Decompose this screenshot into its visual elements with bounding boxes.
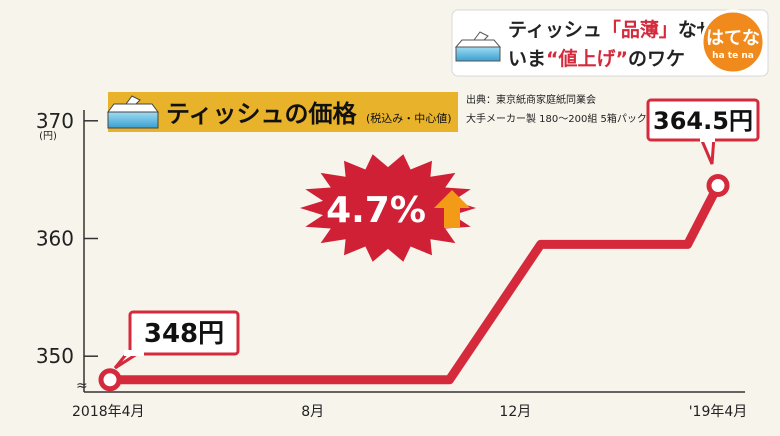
hatena-logo-sub: ha te na [712,51,754,61]
x-tick-label: 8月 [301,404,324,420]
end-price-label: 364.5円 [653,107,753,135]
x-tick-label: '19年4月 [689,404,748,420]
y-axis-unit: (円) [39,131,57,142]
chart-title-box: ティッシュの価格 (税込み・中心値) [107,92,458,132]
chart-subtitle: (税込み・中心値) [366,111,452,125]
tissue-box-icon [107,95,159,129]
end-price-callout: 364.5円 [646,98,760,165]
start-price-label: 348円 [144,319,224,349]
x-tick-label: 2018年4月 [72,404,145,420]
change-percent: 4.7% [326,190,426,231]
note-text: 大手メーカー製 180〜200組 5箱パック [466,112,647,125]
start-price-callout: 348円 [113,310,240,370]
y-tick-label: 360 [36,227,74,251]
start-point-marker [98,368,122,392]
source-text: 出典：東京紙商家庭紙同業会 [466,93,596,106]
end-point-marker [706,174,730,198]
badge-headline-2: いま“値上げ”のワケ [508,48,685,70]
hatena-logo-circle [700,9,766,75]
y-tick-label: 350 [36,344,74,368]
chart-title: ティッシュの価格 [166,100,358,128]
axis-break-mark: ≈ [76,378,88,394]
up-arrow-icon [434,190,470,228]
price-line [105,181,723,385]
news-badge: ティッシュ「品薄」なぜ？ いま“値上げ”のワケ はてな ha te na [451,9,769,77]
y-tick-label: 370 [36,109,74,133]
change-burst: 4.7% [300,154,476,262]
hatena-logo: はてな [706,28,760,49]
x-tick-label: 12月 [499,404,531,420]
tissue-box-icon [454,31,502,62]
